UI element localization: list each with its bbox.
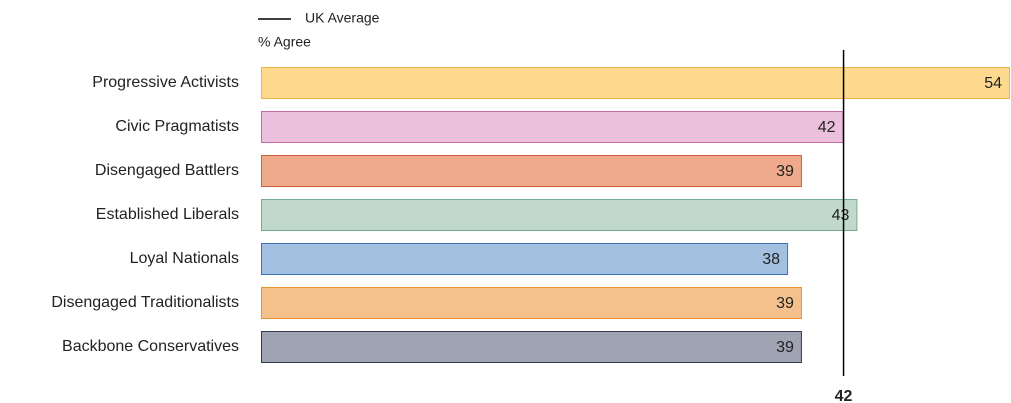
- value-label: 39: [776, 163, 794, 180]
- bar: [261, 155, 802, 187]
- value-label: 43: [832, 207, 850, 224]
- category-label: Disengaged Battlers: [95, 162, 239, 179]
- bar: [261, 287, 802, 319]
- category-label: Progressive Activists: [92, 74, 239, 91]
- category-label: Disengaged Traditionalists: [51, 294, 239, 311]
- category-label: Established Liberals: [96, 206, 239, 223]
- value-label: 39: [776, 339, 794, 356]
- value-label: 42: [818, 119, 836, 136]
- value-label: 39: [776, 295, 794, 312]
- bar: [261, 199, 858, 231]
- value-label: 54: [984, 75, 1002, 92]
- value-label: % Agree: [258, 34, 311, 50]
- reference-value: 42: [835, 388, 853, 403]
- value-label: 38: [762, 251, 780, 268]
- legend-label: UK Average: [305, 10, 380, 26]
- category-label: Loyal Nationals: [130, 250, 239, 267]
- bar: [261, 67, 1010, 99]
- bar: [261, 243, 789, 275]
- bar: [261, 111, 844, 143]
- category-label: Civic Pragmatists: [115, 118, 239, 135]
- category-label: Backbone Conservatives: [62, 338, 239, 355]
- bar: [261, 331, 802, 363]
